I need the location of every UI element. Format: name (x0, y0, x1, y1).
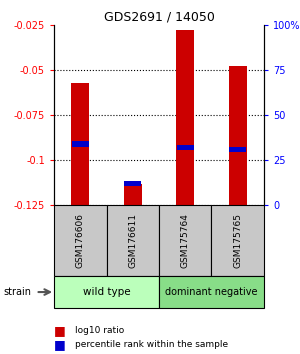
Title: GDS2691 / 14050: GDS2691 / 14050 (103, 11, 214, 24)
Bar (124, 181, 141, 186)
Bar (124, 184, 142, 205)
Text: GSM176606: GSM176606 (76, 213, 85, 268)
Bar (71, 82, 89, 205)
Text: log10 ratio: log10 ratio (75, 326, 124, 336)
Text: GSM175764: GSM175764 (181, 213, 190, 268)
Text: GSM175765: GSM175765 (233, 213, 242, 268)
Bar (159, 205, 211, 276)
Bar (106, 205, 159, 276)
Bar (54, 276, 159, 308)
Bar (177, 145, 194, 150)
Text: ■: ■ (54, 325, 66, 337)
Bar (159, 276, 264, 308)
Bar (229, 66, 247, 205)
Text: dominant negative: dominant negative (165, 287, 258, 297)
Bar (54, 205, 106, 276)
Text: GSM176611: GSM176611 (128, 213, 137, 268)
Text: percentile rank within the sample: percentile rank within the sample (75, 339, 228, 349)
Bar (176, 30, 194, 205)
Text: ■: ■ (54, 338, 66, 350)
Bar (72, 141, 88, 147)
Bar (230, 147, 246, 152)
Bar (212, 205, 264, 276)
Text: wild type: wild type (83, 287, 130, 297)
Text: strain: strain (3, 287, 31, 297)
